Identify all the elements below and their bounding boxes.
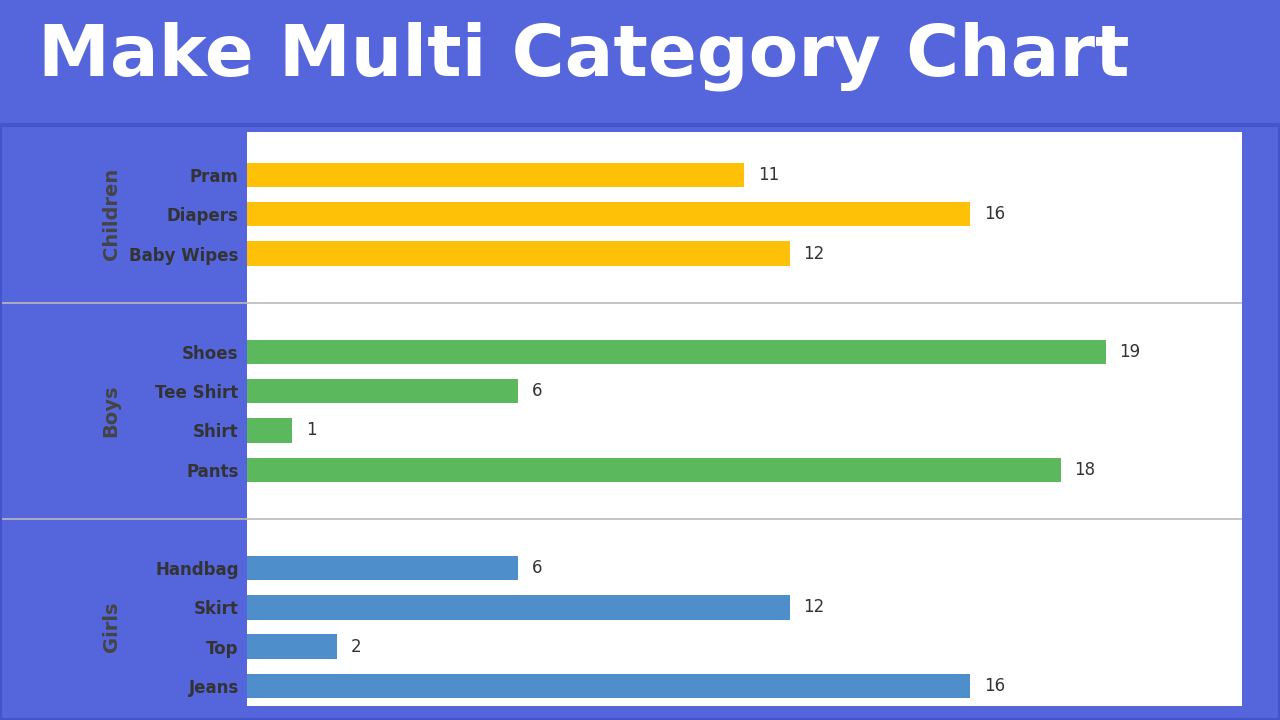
Text: 16: 16 xyxy=(984,677,1005,695)
Text: 11: 11 xyxy=(758,166,780,184)
Bar xyxy=(247,379,518,403)
Bar xyxy=(247,458,1061,482)
Bar xyxy=(247,634,338,659)
Text: Boys: Boys xyxy=(101,384,120,437)
Text: Make Multi Category Chart: Make Multi Category Chart xyxy=(38,21,1130,91)
Bar xyxy=(247,595,790,619)
Text: 19: 19 xyxy=(1120,343,1140,361)
Bar xyxy=(247,674,970,698)
Text: 6: 6 xyxy=(532,382,543,400)
Text: 2: 2 xyxy=(351,638,362,656)
Text: 12: 12 xyxy=(803,245,824,263)
Bar xyxy=(247,340,1106,364)
Text: 16: 16 xyxy=(984,205,1005,223)
Text: Girls: Girls xyxy=(101,602,120,652)
Text: 1: 1 xyxy=(306,421,316,439)
Text: 6: 6 xyxy=(532,559,543,577)
Text: 18: 18 xyxy=(1074,461,1096,479)
Bar xyxy=(247,241,790,266)
Text: Children: Children xyxy=(101,168,120,261)
Bar xyxy=(247,418,292,443)
Bar xyxy=(247,556,518,580)
Text: 12: 12 xyxy=(803,598,824,616)
Bar xyxy=(247,202,970,227)
Bar xyxy=(247,163,745,187)
